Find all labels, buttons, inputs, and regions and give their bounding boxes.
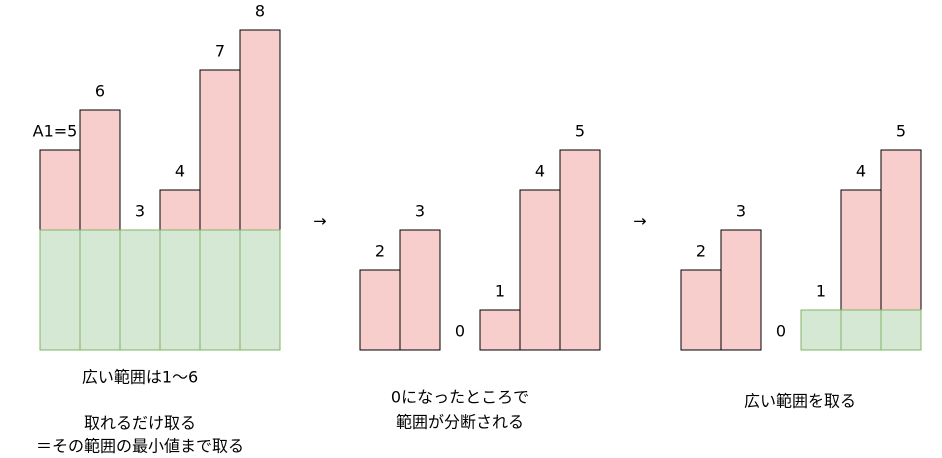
bar-label: 3 <box>135 202 145 221</box>
bar <box>359 269 401 351</box>
bar-label: 4 <box>856 162 866 181</box>
bar-label: 0 <box>776 322 786 341</box>
bar-label: 2 <box>375 242 385 261</box>
caption: 取れるだけ取る <box>84 414 196 433</box>
caption: 広い範囲は1～6 <box>82 368 198 387</box>
bar-label: 4 <box>175 162 185 181</box>
bar-label: 3 <box>415 202 425 221</box>
bar <box>479 309 521 351</box>
bar <box>680 269 722 351</box>
bar <box>559 149 601 351</box>
bar-label: 1 <box>816 282 826 301</box>
bar-label: A1=5 <box>33 122 78 141</box>
caption: 0になったところで <box>391 388 529 407</box>
caption: 範囲が分断される <box>396 413 524 432</box>
bar-label: 7 <box>215 42 225 61</box>
bar <box>519 189 561 351</box>
bar-label: 0 <box>455 322 465 341</box>
taken-area <box>800 309 922 351</box>
bar-label: 5 <box>896 122 906 141</box>
bar-label: 1 <box>495 282 505 301</box>
bar-label: 2 <box>696 242 706 261</box>
bar-label: 8 <box>255 2 265 21</box>
bar-label: 4 <box>535 162 545 181</box>
bar-label: 3 <box>736 202 746 221</box>
arrow: → <box>633 212 646 231</box>
bar-label: 5 <box>575 122 585 141</box>
caption: ＝その範囲の最小値まで取る <box>36 437 244 456</box>
caption: 広い範囲を取る <box>744 392 856 411</box>
bar-label: 6 <box>95 82 105 101</box>
bar <box>399 229 441 351</box>
arrow: → <box>313 212 326 231</box>
bar <box>720 229 762 351</box>
